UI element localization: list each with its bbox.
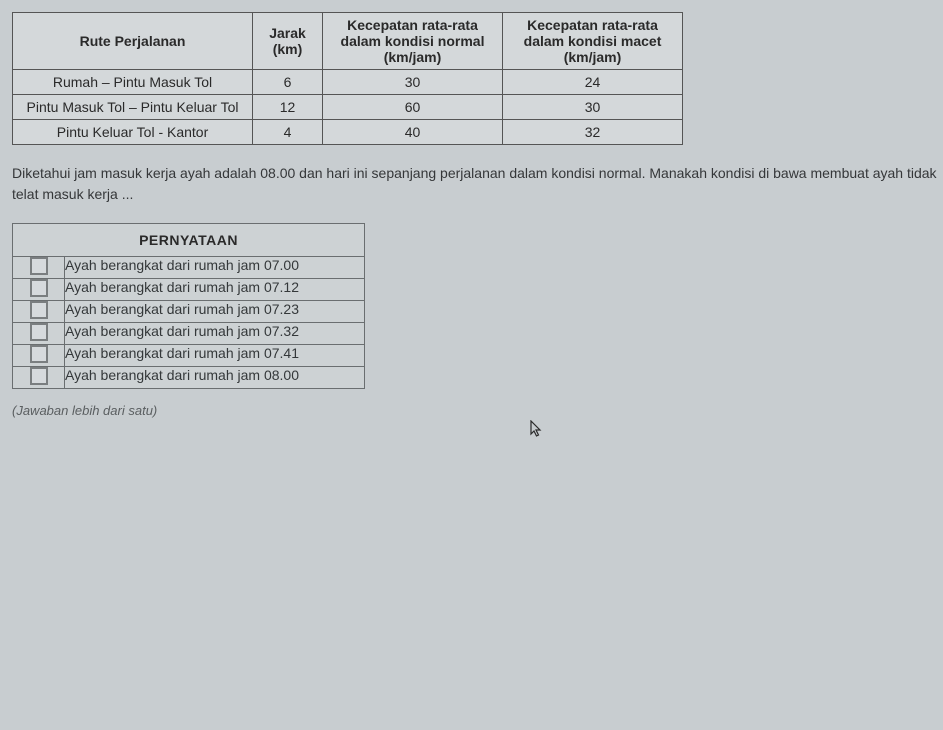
statement-text: Ayah berangkat dari rumah jam 08.00 (65, 367, 365, 389)
statement-text: Ayah berangkat dari rumah jam 07.00 (65, 257, 365, 279)
cell-normal: 30 (323, 70, 503, 95)
cell-distance: 4 (253, 120, 323, 145)
table-row: Pintu Keluar Tol - Kantor 4 40 32 (13, 120, 683, 145)
checkbox[interactable] (30, 301, 48, 319)
checkbox[interactable] (30, 257, 48, 275)
footer-note: (Jawaban lebih dari satu) (12, 403, 943, 418)
cell-jam: 24 (503, 70, 683, 95)
statement-text: Ayah berangkat dari rumah jam 07.23 (65, 301, 365, 323)
cell-distance: 12 (253, 95, 323, 120)
checkbox[interactable] (30, 367, 48, 385)
table-row: Rumah – Pintu Masuk Tol 6 30 24 (13, 70, 683, 95)
statement-row: Ayah berangkat dari rumah jam 07.00 (13, 257, 365, 279)
cell-distance: 6 (253, 70, 323, 95)
statement-row: Ayah berangkat dari rumah jam 08.00 (13, 367, 365, 389)
header-route: Rute Perjalanan (13, 13, 253, 70)
cursor-icon (530, 420, 544, 443)
header-speed-jam: Kecepatan rata-rata dalam kondisi macet … (503, 13, 683, 70)
table-row: Pintu Masuk Tol – Pintu Keluar Tol 12 60… (13, 95, 683, 120)
question-paragraph: Diketahui jam masuk kerja ayah adalah 08… (12, 163, 943, 205)
statement-row: Ayah berangkat dari rumah jam 07.12 (13, 279, 365, 301)
cell-route: Rumah – Pintu Masuk Tol (13, 70, 253, 95)
statement-text: Ayah berangkat dari rumah jam 07.32 (65, 323, 365, 345)
checkbox[interactable] (30, 345, 48, 363)
statement-row: Ayah berangkat dari rumah jam 07.32 (13, 323, 365, 345)
statement-text: Ayah berangkat dari rumah jam 07.41 (65, 345, 365, 367)
header-speed-normal: Kecepatan rata-rata dalam kondisi normal… (323, 13, 503, 70)
statement-row: Ayah berangkat dari rumah jam 07.23 (13, 301, 365, 323)
cell-jam: 32 (503, 120, 683, 145)
header-distance: Jarak (km) (253, 13, 323, 70)
statements-header: PERNYATAAN (13, 224, 365, 257)
cell-route: Pintu Keluar Tol - Kantor (13, 120, 253, 145)
checkbox[interactable] (30, 323, 48, 341)
cell-jam: 30 (503, 95, 683, 120)
cell-normal: 60 (323, 95, 503, 120)
cell-route: Pintu Masuk Tol – Pintu Keluar Tol (13, 95, 253, 120)
cell-normal: 40 (323, 120, 503, 145)
checkbox[interactable] (30, 279, 48, 297)
routes-table: Rute Perjalanan Jarak (km) Kecepatan rat… (12, 12, 683, 145)
statements-table: PERNYATAAN Ayah berangkat dari rumah jam… (12, 223, 365, 389)
statement-text: Ayah berangkat dari rumah jam 07.12 (65, 279, 365, 301)
statement-row: Ayah berangkat dari rumah jam 07.41 (13, 345, 365, 367)
